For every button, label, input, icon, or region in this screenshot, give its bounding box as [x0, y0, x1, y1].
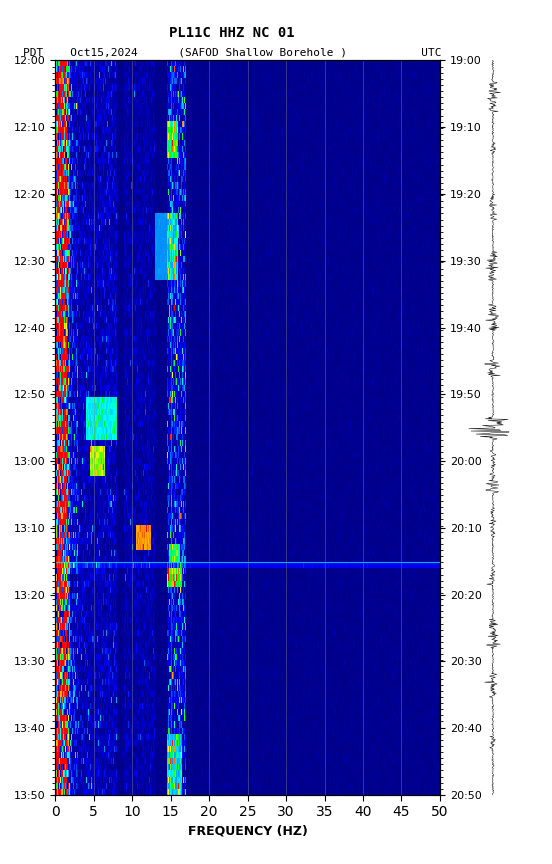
- X-axis label: FREQUENCY (HZ): FREQUENCY (HZ): [188, 825, 307, 838]
- Text: PL11C HHZ NC 01: PL11C HHZ NC 01: [169, 26, 295, 40]
- Text: PDT    Oct15,2024      (SAFOD Shallow Borehole )           UTC: PDT Oct15,2024 (SAFOD Shallow Borehole )…: [23, 48, 441, 58]
